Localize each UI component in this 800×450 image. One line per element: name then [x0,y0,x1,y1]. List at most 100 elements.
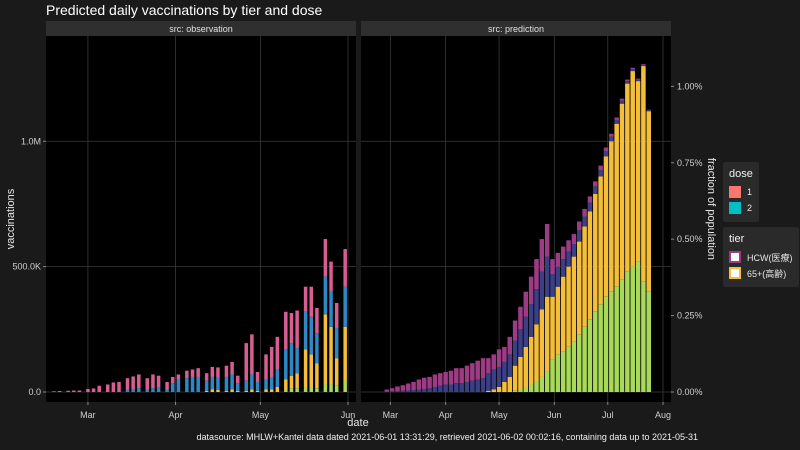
bar-segment [329,326,333,385]
bar-segment [255,371,260,382]
bar-segment [448,370,454,385]
bar-segment [587,211,593,320]
bar-segment [534,381,539,392]
bar-segment [646,111,651,292]
bar-segment [105,384,110,392]
bar-segment [111,382,116,392]
bar-segment [496,349,502,367]
bar-segment [137,374,141,389]
bar-segment [625,83,630,272]
tier-legend-item-elderly: 65+(高齢) [729,265,793,281]
bar-segment [459,383,464,392]
y-tick-label: 1.0M [21,136,41,146]
bar-segment [250,334,254,375]
bar-segment [389,391,395,392]
bar-segment [560,276,566,352]
bar-segment [609,133,614,137]
bar-segment [593,193,598,312]
bar-segment [216,389,220,392]
x-tick-label: May [252,410,270,420]
bar-segment [210,366,215,377]
bar-segment [329,261,333,292]
bar-segment [550,259,555,275]
prediction-strip [361,21,671,36]
bar-segment [255,390,260,392]
bar-segment [323,276,328,315]
observation-strip [46,21,356,36]
bar-segment [603,151,609,157]
bar-segment [630,71,635,267]
bar-segment [443,384,448,392]
bar-segment [230,389,234,392]
bar-segment [491,369,496,390]
bar-segment [480,378,486,392]
bar-segment [145,389,150,392]
bar-segment [97,385,101,392]
bar-segment [443,371,448,385]
bar-segment [284,379,288,390]
y-axis-title: vaccinations [5,188,17,249]
bar-segment [496,366,502,387]
bar-segment [502,361,507,382]
x-tick-label: Jun [341,410,356,420]
bar-segment [550,274,555,297]
bar-segment [432,374,438,387]
dose-legend-title: dose [729,168,753,180]
bar-segment [625,271,630,392]
bar-segment [210,389,215,392]
bar-segment [421,377,427,389]
bar-segment [539,376,545,392]
bar-segment [125,389,130,392]
bar-segment [609,141,614,292]
bar-segment [571,256,577,342]
bar-segment [269,376,274,390]
bar-segment [309,386,313,392]
bar-segment [289,343,294,376]
bar-segment [528,276,534,305]
bar-segment [165,381,169,390]
bar-segment [315,388,319,392]
bar-segment [560,259,566,277]
bar-segment [577,241,582,335]
bar-segment [275,369,280,387]
bar-segment [486,358,491,374]
bar-segment [630,67,635,70]
bar-segment [507,354,513,377]
bar-segment [86,388,90,392]
x-tick-label: Jun [547,410,562,420]
bar-segment [518,329,523,357]
bar-segment [329,384,333,392]
bar-segment [577,221,582,231]
bar-segment [275,336,280,370]
tier-legend: tier HCW(医療) 65+(高齢) [723,227,799,287]
y2-tick-label: 0.75% [677,158,703,168]
dose-legend-label-2: 2 [747,203,753,213]
bar-segment [151,388,155,392]
bar-segment [411,381,416,390]
x-tick-label: Jul [602,410,614,420]
y2-tick-label: 0.50% [677,234,703,244]
bar-segment [523,291,529,317]
tier-legend-item-hcw: HCW(医療) [729,249,793,265]
bar-segment [384,391,390,392]
bar-segment [614,123,619,287]
bar-segment [544,224,550,257]
bar-segment [566,240,571,252]
bar-segment [66,390,70,392]
bar-segment [289,313,294,344]
bar-segment [512,390,518,392]
bar-segment [190,376,195,392]
bar-segment [587,319,593,392]
bar-segment [502,381,507,392]
bar-segment [323,314,328,385]
dose-legend-item-2: 2 [729,200,753,216]
y2-axis-title: fraction of population [705,158,717,260]
bar-segment [411,389,416,392]
bar-segment [641,281,646,392]
bar-segment [619,98,625,101]
bar-segment [334,302,339,329]
bar-segment [343,249,347,287]
bar-segment [224,365,229,377]
bar-segment [528,384,534,392]
